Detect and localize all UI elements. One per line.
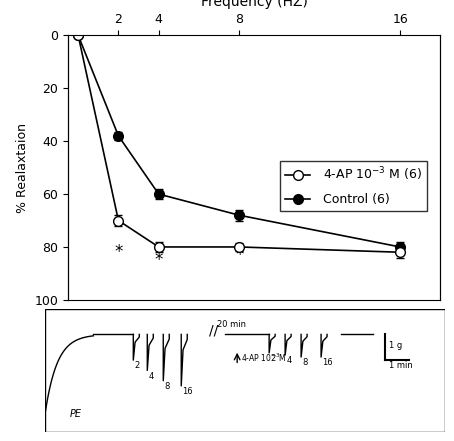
Y-axis label: % Realaxtaion: % Realaxtaion: [16, 123, 29, 213]
Text: *: *: [154, 251, 163, 269]
X-axis label: Frequency (HZ): Frequency (HZ): [201, 0, 308, 9]
Text: 8: 8: [164, 382, 170, 391]
Text: 20 min: 20 min: [217, 320, 246, 329]
Legend: 4-AP 10$^{-3}$ M (6), Control (6): 4-AP 10$^{-3}$ M (6), Control (6): [280, 161, 427, 211]
Text: 16: 16: [183, 387, 193, 396]
Text: //: //: [209, 323, 218, 337]
Text: 2: 2: [134, 361, 140, 370]
Text: 1 min: 1 min: [389, 361, 413, 370]
Text: PE: PE: [69, 409, 81, 419]
Text: 8: 8: [302, 358, 308, 367]
Text: 2: 2: [270, 354, 276, 363]
Text: 4-AP 10$^{-3}$M: 4-AP 10$^{-3}$M: [241, 352, 287, 364]
Text: *: *: [235, 246, 243, 264]
Text: 16: 16: [322, 358, 333, 367]
Text: *: *: [114, 243, 123, 261]
Text: 1 g: 1 g: [389, 341, 402, 350]
Text: 4: 4: [286, 356, 291, 365]
Text: 4: 4: [148, 372, 154, 381]
